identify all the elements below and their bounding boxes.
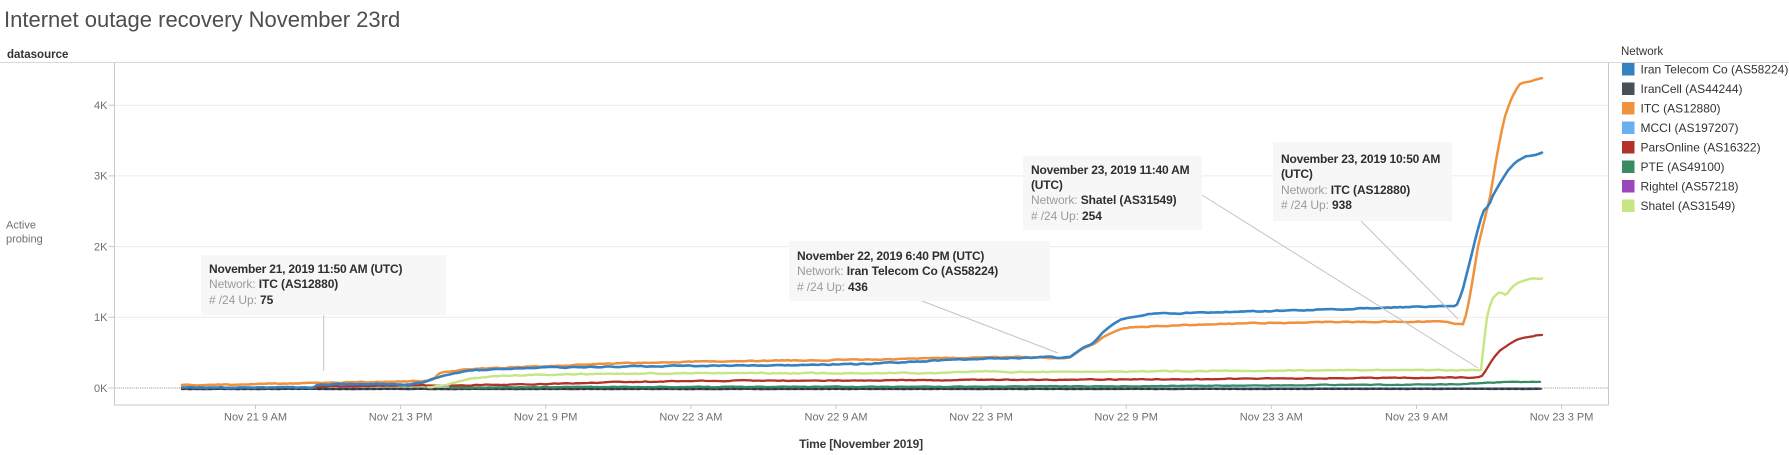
svg-text:MCCI (AS197207): MCCI (AS197207): [1641, 121, 1739, 135]
svg-text:Nov 22 3 AM: Nov 22 3 AM: [659, 412, 722, 424]
svg-text:Rightel (AS57218): Rightel (AS57218): [1641, 179, 1739, 193]
svg-text:Nov 22 9 AM: Nov 22 9 AM: [805, 412, 868, 424]
svg-text:3K: 3K: [94, 171, 108, 183]
svg-text:probing: probing: [6, 234, 43, 246]
svg-text:0K: 0K: [94, 383, 108, 395]
svg-text:Nov 21 9 PM: Nov 21 9 PM: [514, 412, 578, 424]
svg-text:Shatel (AS31549): Shatel (AS31549): [1641, 199, 1736, 213]
svg-text:Nov 22 3 PM: Nov 22 3 PM: [949, 412, 1013, 424]
svg-text:1K: 1K: [94, 312, 108, 324]
svg-text:Iran Telecom Co (AS58224): Iran Telecom Co (AS58224): [1641, 62, 1789, 76]
svg-text:4K: 4K: [94, 100, 108, 112]
svg-text:Nov 21 3 PM: Nov 21 3 PM: [369, 412, 433, 424]
svg-text:ITC (AS12880): ITC (AS12880): [1641, 101, 1721, 115]
svg-text:Nov 22 9 PM: Nov 22 9 PM: [1094, 412, 1158, 424]
svg-text:Active: Active: [6, 220, 36, 232]
svg-text:PTE (AS49100): PTE (AS49100): [1641, 160, 1725, 174]
svg-text:Nov 21 9 AM: Nov 21 9 AM: [224, 412, 287, 424]
svg-text:2K: 2K: [94, 241, 108, 253]
svg-text:Time [November 2019]: Time [November 2019]: [799, 437, 923, 451]
svg-text:Nov 23 9 AM: Nov 23 9 AM: [1385, 412, 1448, 424]
svg-text:Nov 23 3 AM: Nov 23 3 AM: [1240, 412, 1303, 424]
svg-text:ParsOnline (AS16322): ParsOnline (AS16322): [1641, 140, 1761, 154]
svg-text:Network: Network: [1621, 46, 1663, 58]
svg-text:Nov 23 3 PM: Nov 23 3 PM: [1530, 412, 1594, 424]
svg-text:IranCell (AS44244): IranCell (AS44244): [1641, 82, 1743, 96]
